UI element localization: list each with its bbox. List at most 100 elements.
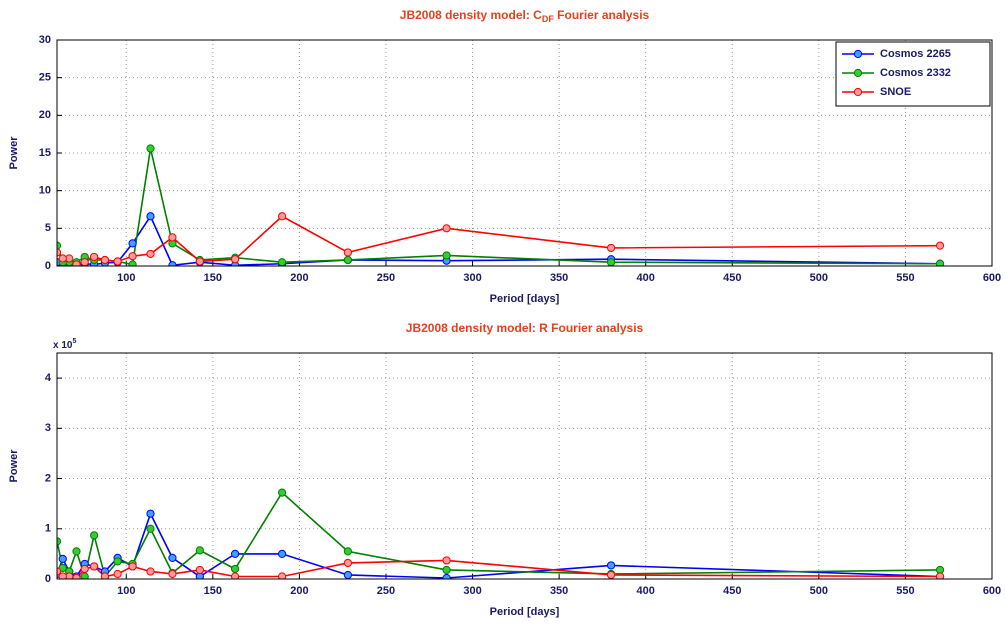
data-point [277, 212, 287, 221]
data-point [606, 570, 616, 579]
series-group [57, 488, 945, 579]
data-point [343, 248, 352, 257]
data-point [442, 556, 451, 565]
series-group [57, 144, 945, 266]
data-point [72, 547, 81, 556]
x-tick-label: 150 [204, 585, 222, 597]
y-tick-label: 0 [45, 573, 51, 585]
data-point [935, 572, 945, 579]
data-point [231, 572, 240, 579]
data-point [168, 261, 177, 266]
x-tick-label: 350 [550, 272, 568, 284]
data-point [80, 258, 89, 266]
y-tick-label: 25 [39, 72, 51, 84]
data-point [146, 509, 155, 518]
data-point [80, 564, 89, 574]
data-point [343, 558, 352, 568]
subplot: JB2008 density model: R Fourier analysis… [8, 321, 1001, 618]
data-point [168, 553, 177, 563]
data-point [90, 252, 99, 262]
data-point [146, 524, 155, 533]
data-point [58, 254, 67, 263]
data-point [58, 554, 67, 564]
y-tick-label: 10 [39, 185, 51, 197]
data-point [442, 573, 451, 579]
x-tick-label: 200 [290, 272, 308, 284]
x-tick-label: 300 [463, 272, 481, 284]
legend: Cosmos 2265 Cosmos 2332 SNOE [835, 41, 991, 107]
y-tick-label: 4 [45, 372, 52, 384]
x-axis-label: Period [days] [490, 606, 560, 618]
data-point [100, 572, 110, 579]
data-point [100, 255, 110, 265]
data-point [442, 251, 451, 260]
data-point [231, 255, 240, 264]
data-point [277, 572, 287, 579]
data-point [277, 258, 287, 266]
x-tick-label: 600 [983, 585, 1001, 597]
legend-marker [853, 68, 863, 78]
data-point [277, 549, 287, 558]
title-part: JB2008 density model: R Fourier analysis [406, 321, 644, 335]
x-tick-label: 250 [377, 585, 395, 597]
y-tick-label: 3 [45, 422, 51, 434]
data-point [442, 224, 451, 233]
data-point [90, 562, 99, 571]
legend-label: Cosmos 2265 [880, 48, 951, 60]
x-tick-label: 450 [723, 585, 741, 597]
data-point [935, 241, 945, 250]
data-point [58, 563, 67, 573]
y-tick-label: 20 [39, 109, 51, 121]
x-tick-label: 500 [810, 585, 828, 597]
data-point [72, 260, 81, 266]
data-point [113, 569, 122, 579]
y-tick-label: 1 [45, 523, 51, 535]
data-point [277, 488, 287, 497]
legend-label: SNOE [880, 86, 911, 98]
chart-title: JB2008 density model: CDF Fourier analys… [400, 8, 650, 24]
data-point [343, 255, 352, 265]
data-point [231, 564, 240, 574]
data-point [128, 239, 137, 248]
legend-marker [853, 87, 863, 97]
y-tick-label: 30 [39, 34, 51, 46]
data-point [168, 569, 177, 579]
data-point [195, 257, 204, 266]
legend-label: Cosmos 2332 [880, 67, 951, 79]
y-multiplier-base: x 10 [53, 340, 73, 351]
data-point [168, 233, 177, 242]
data-point [113, 557, 122, 566]
x-tick-label: 150 [204, 272, 222, 284]
data-point [606, 258, 616, 266]
title-subscript: DF [542, 14, 554, 24]
axes-frame [56, 352, 993, 580]
data-point [128, 252, 137, 261]
x-tick-label: 400 [637, 272, 655, 284]
data-point [113, 257, 122, 266]
plot-area [57, 353, 992, 579]
x-tick-label: 300 [463, 585, 481, 597]
data-point [606, 561, 616, 570]
data-point [128, 562, 137, 571]
y-tick-label: 5 [45, 222, 51, 234]
y-multiplier-exponent: 5 [72, 338, 76, 345]
x-tick-label: 400 [637, 585, 655, 597]
data-point [146, 144, 155, 153]
x-tick-label: 100 [117, 585, 135, 597]
y-multiplier: x 105 [53, 338, 76, 351]
x-tick-label: 550 [896, 585, 914, 597]
x-tick-label: 500 [810, 272, 828, 284]
y-tick-label: 2 [45, 472, 51, 484]
data-point [606, 243, 616, 253]
data-point [343, 547, 352, 556]
legend-marker [853, 49, 863, 59]
x-axis-label: Period [days] [490, 293, 560, 305]
data-point [195, 565, 204, 575]
title-part: JB2008 density model: C [400, 8, 542, 22]
x-tick-label: 100 [117, 272, 135, 284]
data-point [195, 546, 204, 555]
x-tick-label: 350 [550, 585, 568, 597]
data-point [343, 570, 352, 579]
y-axis-label: Power [8, 136, 20, 170]
